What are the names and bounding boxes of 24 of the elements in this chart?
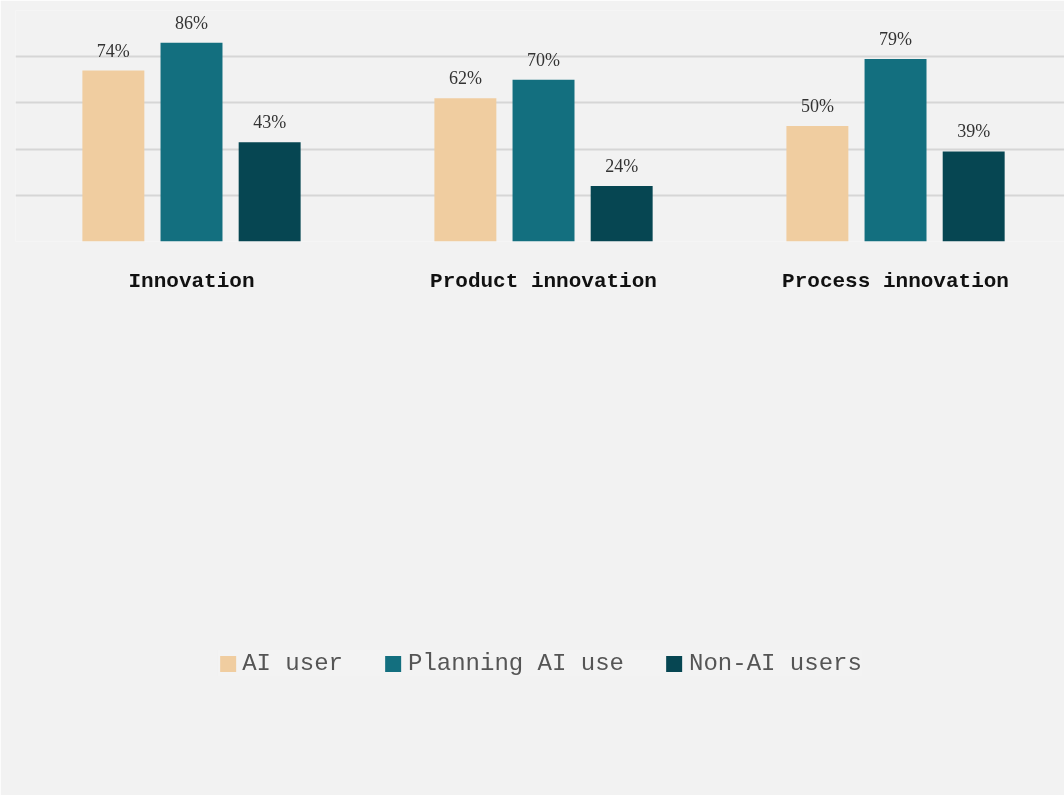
data-label: 79%	[879, 29, 913, 50]
bar	[786, 126, 849, 242]
x-tick-label: Innovation	[128, 269, 255, 293]
data-label: 86%	[175, 12, 209, 33]
x-tick-label: Product innovation	[430, 269, 657, 293]
legend-label: Planning AI use	[407, 649, 625, 677]
data-label: 70%	[527, 49, 561, 70]
bar	[512, 79, 575, 242]
bar	[590, 186, 653, 242]
data-label: 39%	[957, 121, 991, 142]
bar	[942, 151, 1005, 242]
data-label: 24%	[605, 156, 639, 177]
x-tick-label: Process innovation	[782, 269, 1009, 293]
data-label: 74%	[96, 40, 130, 61]
data-label: 43%	[253, 112, 287, 133]
bar	[434, 98, 497, 242]
bar	[864, 59, 927, 242]
data-label: 50%	[800, 96, 834, 116]
legend-label: AI user	[242, 649, 343, 677]
bar	[160, 42, 223, 242]
bar	[82, 70, 145, 242]
legend-label: Non-AI users	[689, 649, 862, 677]
data-label: 62%	[448, 68, 482, 89]
bar	[238, 142, 301, 242]
